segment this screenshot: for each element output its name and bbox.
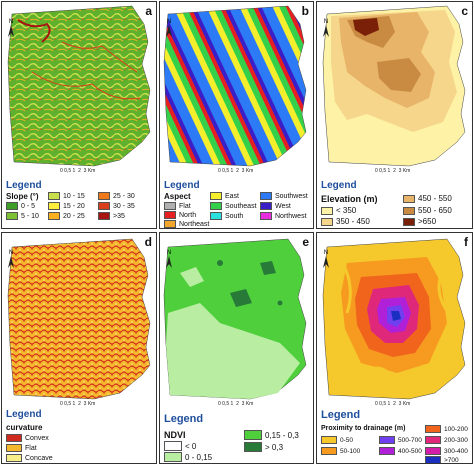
legend-item: 5 - 10 [6,212,39,220]
panel-curvature: d N 0 0,5 1 2 3 Km Legend curvature Conv… [1,232,157,464]
panel-label: a [145,4,152,18]
legend-item: 350 - 450 [321,217,370,226]
legend-item: >700 [425,456,459,463]
north-arrow-icon: N [8,250,14,268]
scale-bar: 0 0,5 1 2 3 Km [375,168,411,174]
legend-item: > 0,3 [244,442,283,452]
panel-label: e [302,235,309,249]
legend-title: Legend [321,180,357,191]
legend-heading: NDVI [164,430,186,440]
legend-heading: Elevation (m) [321,194,378,204]
legend-item: 0,15 - 0,3 [244,430,299,440]
north-label: N [9,250,13,256]
scale-bar: 0 0,5 1 2 3 Km [60,401,96,407]
panel-label: d [144,235,152,249]
scale-bar: 0 0,5 1 2 3 Km [60,168,96,174]
legend-item: 25 - 30 [98,192,135,200]
legend-item: 50-100 [321,447,360,455]
scale-bar: 0 0,5 1 2 3 Km [218,401,254,407]
legend-item: South [210,212,243,220]
north-label: N [324,19,328,25]
legend-item: < 0 [164,441,196,451]
legend-item: 0 - 0,15 [164,452,212,462]
legend-item: Convex [6,434,49,442]
legend-heading: Aspect [164,192,191,201]
north-label: N [167,250,171,256]
slope-map [7,5,151,167]
legend-item: West [260,202,291,210]
legend-heading: Proximity to drainage (m) [321,425,406,432]
panel-elevation: c N 0 0,5 1 2 3 Km Legend Elevation (m) … [316,1,473,229]
legend-heading: Slope (°) [6,192,39,201]
legend-title: Legend [321,409,361,421]
legend-title: Legend [164,413,204,425]
north-label: N [9,19,13,25]
legend-item: 100-200 [425,425,468,433]
legend-item: 200-300 [425,436,468,444]
legend-item: 30 - 35 [98,202,135,210]
north-label: N [167,19,171,25]
legend-item: 400-500 [379,447,422,455]
legend-item: < 350 [321,206,356,215]
drainage-map [322,238,466,400]
aspect-map [163,5,307,167]
legend-item: 15 - 20 [48,202,85,210]
panel-label: c [461,4,468,18]
scale-bar: 0 0,5 1 2 3 Km [375,401,411,407]
legend-item: 10 - 15 [48,192,85,200]
legend-item: Southeast [210,202,257,210]
legend-item: Southwest [260,192,308,200]
legend-item: North [164,211,196,219]
north-arrow-icon: N [166,19,172,37]
north-arrow-icon: N [323,250,329,268]
north-arrow-icon: N [323,19,329,37]
panel-slope: a N 0 0,5 1 2 3 Km Legend Slope (°) 0 - … [1,1,157,229]
panel-drainage: f N 0 0,5 1 2 3 Km Legend Proximity to d… [316,232,473,464]
panel-label: b [301,4,309,18]
legend-item: East [210,192,239,200]
elevation-map [322,5,466,167]
legend-item: 500-700 [379,436,422,444]
legend-item: 300-400 [425,447,468,455]
legend-title: Legend [164,180,200,191]
north-label: N [324,250,328,256]
legend-item: 550 - 650 [403,206,452,215]
legend-title: Legend [6,409,42,420]
north-arrow-icon: N [166,250,172,268]
legend-heading: curvature [6,423,43,432]
legend-item: >650 [403,217,436,226]
panel-aspect: b N 0 0,5 1 2 3 Km Legend Aspect Flat No… [159,1,314,229]
legend-item: 0 - 5 [6,202,35,210]
legend-item: Concave [6,454,53,462]
legend-item: 0-50 [321,436,353,444]
legend-item: Flat [164,202,191,210]
panel-ndvi: e N 0 0,5 1 2 3 Km Legend NDVI < 0 0 - 0… [159,232,314,464]
legend-item: >35 [98,212,125,220]
legend-item: Northeast [164,220,209,228]
north-arrow-icon: N [8,19,14,37]
panel-label: f [464,235,468,249]
legend-item: 20 - 25 [48,212,85,220]
curvature-map [7,238,151,400]
legend-item: Flat [6,444,37,452]
scale-bar: 0 0,5 1 2 3 Km [218,168,254,174]
legend-item: Northwest [260,212,307,220]
legend-item: 450 - 550 [403,194,452,203]
ndvi-map [163,238,307,400]
legend-title: Legend [6,180,42,191]
